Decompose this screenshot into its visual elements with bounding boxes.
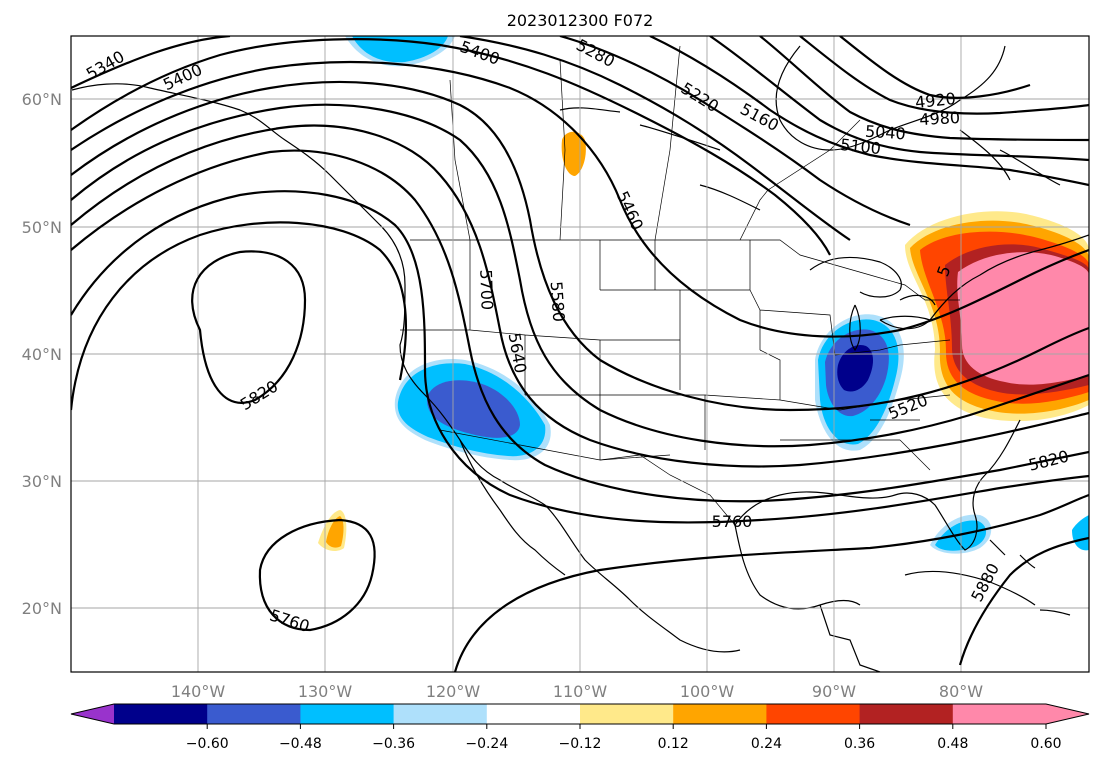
contour-5880 — [958, 536, 1089, 666]
colorbar-segment — [673, 704, 767, 724]
colorbar-segment — [207, 704, 301, 724]
caribbean-islands — [989, 539, 1071, 616]
contour-5820-low — [191, 250, 307, 404]
contour-5700 — [71, 149, 1089, 503]
colorbar-tick-label: 0.48 — [937, 736, 968, 752]
negative-anomaly-southwest-blue — [427, 380, 520, 438]
central-america — [819, 604, 881, 672]
lat-label: 50°N — [22, 218, 62, 237]
contour-5220 — [559, 36, 911, 227]
cuba — [904, 570, 1036, 606]
colorbar-segment — [393, 704, 488, 724]
contour-4920 — [839, 36, 1031, 99]
colorbar-max-extension — [1046, 704, 1089, 724]
atlantic-canada — [929, 234, 1089, 321]
contour-5760 — [71, 190, 1089, 524]
colorbar-tick-label: 0.24 — [751, 736, 782, 752]
colorbar-tick-label: −0.48 — [279, 736, 322, 752]
colorbar-min-extension — [71, 704, 114, 724]
grid-lines — [71, 36, 1089, 672]
contour-5460 — [71, 60, 1089, 338]
colorbar-tick-label: 0.60 — [1030, 736, 1061, 752]
lat-label: 60°N — [22, 90, 62, 109]
colorbar-tick-label: −0.12 — [559, 736, 602, 752]
height-contours — [71, 36, 1089, 672]
contour-5100 — [709, 36, 1089, 162]
lat-label: 40°N — [22, 345, 62, 364]
baja-california — [459, 439, 566, 576]
contour-label: 5580 — [547, 281, 569, 323]
colorbar-segment — [859, 704, 954, 724]
colorbar-segment — [486, 704, 581, 724]
colorbar-segment — [952, 704, 1047, 724]
colorbar-segment — [580, 704, 674, 724]
contour-label: 4980 — [919, 108, 961, 129]
longitude-labels: 140°W 130°W 120°W 110°W 100°W 90°W 80°W — [171, 682, 983, 701]
contour-4980 — [799, 36, 1089, 115]
lon-label: 80°W — [939, 682, 983, 701]
colorbar-segment — [766, 704, 861, 724]
contour-5520 — [71, 80, 1089, 412]
map-panel: 5340 5400 5400 5280 5220 5160 4920 4980 … — [22, 35, 1090, 701]
contour-5640 — [71, 124, 1089, 468]
lon-label: 110°W — [553, 682, 608, 701]
lon-label: 130°W — [298, 682, 353, 701]
colorbar-tick-label: −0.24 — [465, 736, 508, 752]
positive-anomaly-pink — [957, 252, 1089, 385]
contour-5340 — [71, 36, 231, 89]
colorbar-tick-label: −0.60 — [186, 736, 229, 752]
canada-provinces — [449, 45, 861, 241]
contour-5580 — [71, 103, 1089, 448]
map-title: 2023012300 F072 — [507, 11, 654, 30]
colorbar-segment — [114, 704, 208, 724]
lat-label: 30°N — [22, 472, 62, 491]
colorbar-ticks: −0.60 −0.48 −0.36 −0.24 −0.12 0.12 0.24 0.36 0.4… — [186, 724, 1062, 752]
contour-5280 — [459, 36, 851, 241]
negative-anomaly-central-navy — [837, 344, 874, 392]
contour-label: 5760 — [712, 512, 753, 531]
lon-label: 90°W — [812, 682, 856, 701]
contour-5160 — [649, 36, 1089, 187]
latitude-labels: 60°N 50°N 40°N 30°N 20°N — [22, 90, 62, 618]
contour-5820-west — [71, 221, 408, 411]
map-frame — [70, 35, 1090, 673]
lon-label: 100°W — [680, 682, 735, 701]
colorbar-tick-label: 0.12 — [658, 736, 689, 752]
contour-5820-south — [453, 493, 1089, 672]
colorbar-segment — [300, 704, 395, 724]
colorbar: −0.60 −0.48 −0.36 −0.24 −0.12 0.12 0.24 0.36 0.4… — [70, 703, 1090, 752]
great-lakes — [809, 256, 936, 352]
contour-5040 — [759, 36, 1089, 142]
political-borders — [400, 45, 960, 526]
contour-label: 5100 — [839, 135, 881, 158]
canadian-arctic — [559, 107, 1061, 211]
us-canada-border — [410, 239, 960, 301]
contour-5400 — [71, 38, 831, 256]
contour-label: 5040 — [864, 122, 906, 144]
contour-label: 5700 — [476, 269, 496, 310]
lat-label: 20°N — [22, 599, 62, 618]
positive-anomaly-pacific-small-orange — [326, 516, 344, 548]
colorbar-outline — [70, 703, 1090, 725]
colorbar-tick-label: 0.36 — [844, 736, 875, 752]
colorbar-tick-label: −0.36 — [372, 736, 415, 752]
lon-label: 140°W — [171, 682, 226, 701]
contour-5760-south — [258, 518, 376, 632]
lon-label: 120°W — [426, 682, 481, 701]
contour-label: 4920 — [914, 89, 956, 112]
